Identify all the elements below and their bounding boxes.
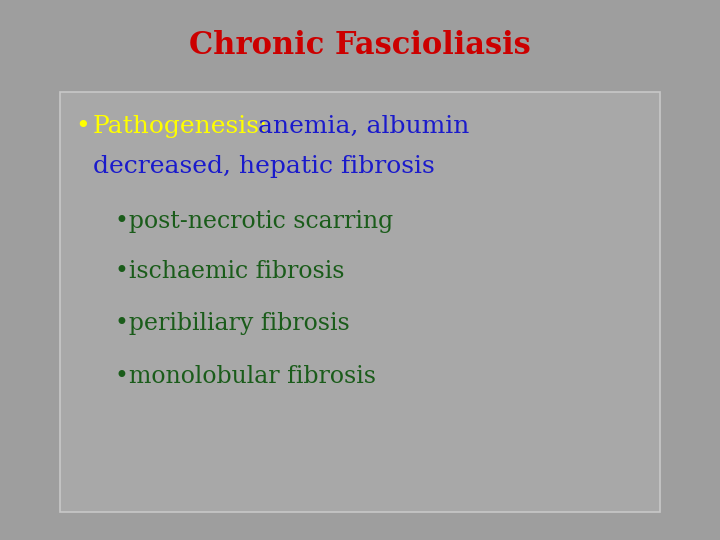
Text: Chronic Fascioliasis: Chronic Fascioliasis <box>189 30 531 61</box>
Text: •peribiliary fibrosis: •peribiliary fibrosis <box>115 312 350 335</box>
Text: decreased, hepatic fibrosis: decreased, hepatic fibrosis <box>93 155 435 178</box>
Text: •monolobular fibrosis: •monolobular fibrosis <box>115 365 376 388</box>
FancyBboxPatch shape <box>60 92 660 512</box>
Text: •ischaemic fibrosis: •ischaemic fibrosis <box>115 260 344 283</box>
Text: •post-necrotic scarring: •post-necrotic scarring <box>115 210 393 233</box>
Text: anemia, albumin: anemia, albumin <box>258 115 469 138</box>
Text: Pathogenesis:: Pathogenesis: <box>93 115 269 138</box>
Text: •: • <box>75 115 90 138</box>
